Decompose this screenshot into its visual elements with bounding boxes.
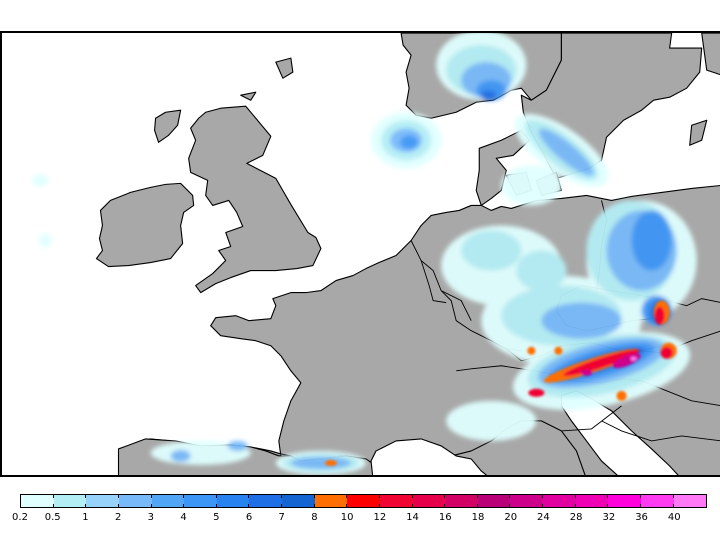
- colorbar: [20, 494, 707, 508]
- colorbar-swatch: [118, 495, 152, 507]
- colorbar-swatch: [249, 495, 282, 507]
- heavy-precip-cores: [324, 300, 677, 466]
- colorbar-label: 2: [114, 512, 122, 523]
- colorbar-label: 3: [147, 512, 155, 523]
- colorbar-label: 16: [438, 512, 452, 523]
- colorbar-label: 7: [278, 512, 285, 523]
- colorbar-label: 32: [602, 512, 616, 523]
- colorbar-swatch: [575, 495, 609, 507]
- colorbar-swatch: [184, 495, 217, 507]
- colorbar-swatch: [282, 495, 315, 507]
- colorbar-label: 6: [245, 512, 253, 523]
- colorbar-label: 4: [180, 512, 187, 523]
- colorbar-swatch: [86, 495, 119, 507]
- colorbar-labels: 0.2 0.5 1 2 3 4 5 6 7 8 10 12 14 16 18 2…: [12, 512, 707, 526]
- map-graphic: [32, 33, 720, 475]
- colorbar-label: 1: [82, 512, 89, 523]
- colorbar-swatch: [412, 495, 446, 507]
- colorbar-swatch: [21, 495, 54, 507]
- colorbar-label: 14: [406, 512, 419, 523]
- colorbar-swatch: [53, 495, 87, 507]
- colorbar-swatch: [510, 495, 543, 507]
- colorbar-label: 5: [213, 512, 220, 523]
- colorbar-swatch: [445, 495, 478, 507]
- colorbar-swatch: [640, 495, 674, 507]
- colorbar-label: 40: [667, 512, 681, 523]
- colorbar-swatch: [608, 495, 641, 507]
- colorbar-label: 24: [537, 512, 550, 523]
- colorbar-swatch: [314, 495, 348, 507]
- colorbar-swatch: [673, 495, 707, 507]
- colorbar-swatch: [216, 495, 250, 507]
- colorbar-swatch: [347, 495, 380, 507]
- seas: [370, 390, 679, 475]
- colorbar-label: 8: [311, 512, 318, 523]
- colorbar-label: 36: [635, 512, 648, 523]
- colorbar-label: 0.2: [12, 512, 28, 523]
- colorbar-label: 20: [504, 512, 518, 523]
- colorbar-swatch: [151, 495, 185, 507]
- colorbar-label: 28: [569, 512, 583, 523]
- colorbar-swatch: [477, 495, 511, 507]
- colorbar-label: 12: [373, 512, 387, 523]
- colorbar-swatch: [543, 495, 576, 507]
- precipitation-map: [0, 31, 720, 477]
- colorbar-label: 10: [340, 512, 354, 523]
- colorbar-label: 18: [471, 512, 485, 523]
- colorbar-swatch: [379, 495, 413, 507]
- colorbar-label: 0.5: [44, 512, 61, 523]
